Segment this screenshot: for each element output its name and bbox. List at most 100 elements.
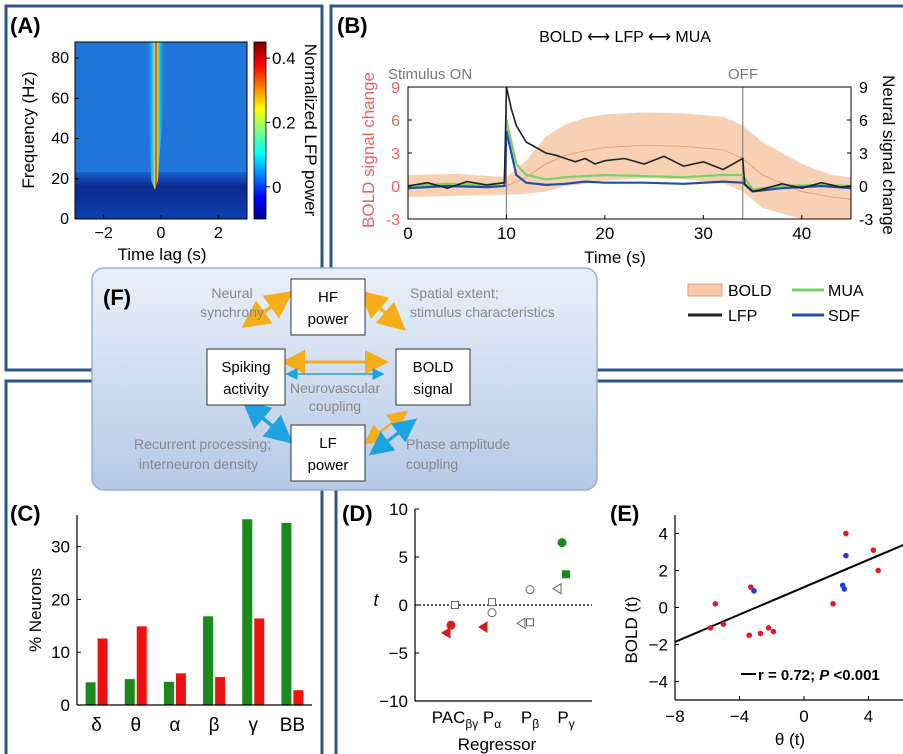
box-hf-line1: HF (318, 289, 338, 306)
regressor-category-label: Pβ (521, 708, 539, 731)
bold-y-tick-label: 6 (391, 113, 400, 130)
correlation-y-tick-label: 4 (659, 525, 668, 544)
correlation-point-red (843, 530, 849, 537)
regressor-marker (552, 582, 562, 595)
bar-category-label: θ (130, 715, 141, 736)
heatmap-hotspot (146, 42, 166, 190)
legend-bold: BOLD (728, 283, 772, 300)
box-lf-line1: LF (319, 435, 337, 452)
legend-sdf: SDF (828, 308, 860, 325)
regressor-y-tick-label: 5 (399, 548, 408, 567)
regressor-marker (451, 601, 459, 609)
colorbar-ticks: 0 0.2 0.4 (266, 49, 296, 197)
panel-b-border (329, 4, 903, 372)
bold-y-tick-label: -3 (386, 212, 400, 229)
regressor-y-tick-label: 10 (389, 500, 408, 519)
correlation-y-tick-label: −2 (649, 636, 668, 655)
regressor-marker (557, 538, 567, 548)
correlation-point-red (712, 601, 719, 607)
legend-lfp: LFP (728, 308, 757, 325)
regressor-marker (526, 618, 534, 627)
timecourse-x-tick-label: 10 (497, 224, 516, 243)
neural-y-tick-label: 9 (859, 80, 868, 97)
bar-category-label: α (169, 715, 180, 736)
heatmap-y-tick-label: 80 (51, 50, 69, 67)
bar (293, 690, 304, 705)
bar-chart: δ θ α β γ BB 0 10 20 30 (51, 515, 312, 736)
regressor-category-label: Pα (483, 708, 501, 731)
bar-ylabel: % Neurons (26, 568, 45, 652)
heatmap-y-tick-label: 20 (51, 171, 69, 188)
correlation-point-red (746, 632, 752, 639)
correlation-x-tick-label: 0 (799, 707, 808, 726)
colorbar-label: Normalized LFP power (301, 44, 320, 217)
regressor-marker (478, 621, 488, 633)
panel-e-letter: (E) (610, 501, 639, 526)
label-neural-sync-1: Neural (211, 285, 252, 301)
bold-band (408, 112, 851, 219)
panel-f: (F) HF power Spiking activity BOLD signa… (91, 267, 598, 491)
timecourse-xlabel: Time (s) (584, 248, 646, 267)
label-neural-sync-2: synchrony (200, 304, 264, 320)
box-spiking-line2: activity (223, 381, 269, 398)
colorbar (253, 41, 267, 220)
correlation-point-red (757, 630, 764, 637)
regressor-y-tick-label: 0 (399, 596, 408, 615)
panel-f-letter: (F) (103, 285, 131, 310)
correlation-point-red (747, 584, 754, 590)
correlation-y-tick-label: −4 (649, 673, 668, 692)
correlation-xlabel: θ (t) (775, 730, 805, 749)
correlation-x-tick-label: −4 (730, 707, 749, 726)
correlation-point-red (720, 621, 727, 627)
correlation-x-tick-label: −8 (665, 707, 684, 726)
regressor-marker (441, 626, 451, 639)
panel-b-title: BOLD ⟷ LFP ⟷ MUA (539, 29, 711, 46)
neural-y-tick-label: 6 (859, 113, 868, 130)
neural-y-tick-label: 0 (859, 179, 868, 196)
timecourse-x-tick-label: 30 (694, 224, 713, 243)
bold-y-tick-label: 3 (391, 146, 400, 163)
bar (281, 522, 292, 705)
bar (136, 626, 147, 705)
bar (254, 618, 265, 705)
lfp-line (407, 86, 852, 193)
bold-y-tick-label: 0 (391, 179, 400, 196)
label-spatial-2: stimulus characteristics (410, 304, 555, 320)
correlation-stat: r = 0.72; P <0.001 (758, 667, 880, 684)
bar (175, 673, 186, 705)
heatmap-low-band (75, 172, 247, 219)
neural-y-tick-label: -3 (859, 212, 873, 229)
correlation-point-red (870, 547, 877, 553)
bar-y-tick-label: 30 (51, 538, 70, 557)
panel-d-letter: (D) (342, 501, 373, 526)
regressor-y-tick-label: −5 (389, 644, 408, 663)
neural-y-tick-label: 3 (859, 146, 868, 163)
arrow-recurrent (242, 400, 293, 444)
legend-bold-swatch (687, 283, 723, 297)
box-spiking (206, 348, 286, 406)
fit-line (674, 544, 903, 643)
stimulus-on-label: Stimulus ON (388, 66, 472, 83)
timecourse-x-tick-label: 40 (792, 224, 811, 243)
panel-c-letter: (C) (10, 501, 41, 526)
correlation-ylabel: BOLD (t) (622, 596, 641, 663)
label-spatial-1: Spatial extent; (410, 285, 499, 301)
correlation-point-red (875, 567, 881, 574)
correlation-point-blue (751, 588, 757, 594)
heatmap-x-tick-label: 0 (157, 225, 166, 242)
bar (124, 679, 135, 705)
regressor-marker (525, 585, 535, 595)
bar-y-tick-label: 0 (61, 696, 70, 715)
regressor-marker (562, 570, 570, 579)
box-bold-line1: BOLD (413, 359, 454, 376)
box-bold-signal (395, 348, 471, 406)
bar-category-label: γ (249, 715, 259, 736)
heatmap-ylabel: Frequency (Hz) (19, 71, 38, 188)
timecourse-x-tick-label: 0 (403, 224, 412, 243)
regressor-y-tick-label: −10 (379, 692, 408, 711)
regressor-marker (488, 598, 496, 607)
colorbar-tick-label: 0.2 (272, 113, 296, 132)
bar-y-tick-label: 20 (51, 590, 70, 609)
